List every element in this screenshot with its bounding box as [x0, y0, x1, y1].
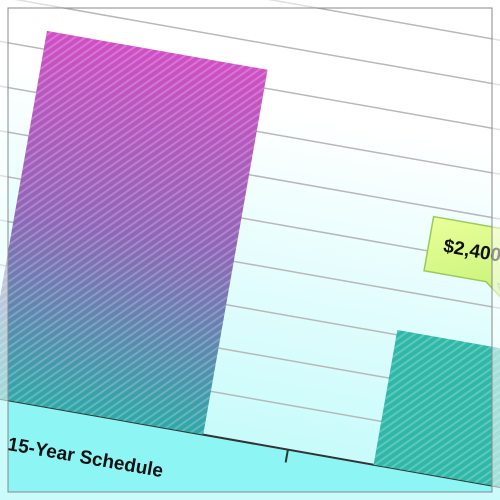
x-tick: [284, 449, 289, 463]
bar-hatch: [0, 30, 268, 435]
frame: [7, 7, 493, 493]
grid-line: [0, 167, 500, 361]
grid-line: [0, 210, 500, 404]
grid-line: [0, 254, 500, 447]
grid-line: [0, 297, 500, 491]
grid-line: [0, 37, 500, 231]
grid-line: [0, 124, 500, 317]
grid-line: [0, 0, 500, 187]
grid-line: [0, 80, 500, 274]
x-axis: [0, 340, 500, 500]
grid-line: [0, 0, 500, 144]
value-callout: [423, 215, 500, 302]
axis-band: [0, 341, 500, 500]
